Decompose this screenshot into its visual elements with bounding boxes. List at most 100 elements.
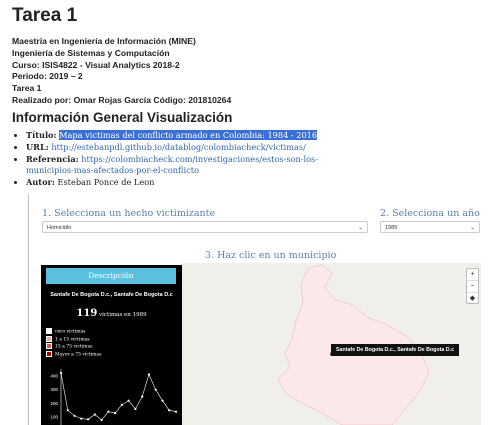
- municipality-cell[interactable]: [182, 263, 189, 270]
- zoom-out-button[interactable]: −: [467, 281, 478, 293]
- municipality-cell[interactable]: [182, 263, 189, 270]
- municipality-cell[interactable]: [182, 334, 189, 341]
- municipality-cell[interactable]: [182, 263, 189, 270]
- municipality-cell[interactable]: [182, 263, 189, 270]
- victimizing-event-select[interactable]: Homicidio ⌄: [42, 221, 368, 233]
- municipality-cell[interactable]: [182, 263, 189, 270]
- municipality-cell[interactable]: [182, 263, 189, 270]
- municipality-cell[interactable]: [182, 263, 189, 270]
- municipality-cell[interactable]: [182, 263, 189, 270]
- municipality-cell[interactable]: [182, 263, 189, 270]
- municipality-cell[interactable]: [182, 263, 189, 270]
- municipality-cell[interactable]: [182, 263, 189, 270]
- municipality-cell[interactable]: [182, 263, 189, 270]
- municipality-cell[interactable]: [182, 263, 189, 270]
- municipality-cell[interactable]: [182, 263, 189, 270]
- data-point[interactable]: [100, 418, 103, 422]
- municipality-cell[interactable]: [182, 263, 189, 270]
- municipality-cell[interactable]: [182, 263, 189, 270]
- municipality-cell[interactable]: [182, 263, 189, 270]
- municipality-cell[interactable]: [182, 263, 189, 270]
- municipality-cell[interactable]: [182, 264, 189, 271]
- municipality-cell[interactable]: [182, 263, 189, 270]
- municipality-cell[interactable]: [182, 263, 189, 270]
- municipality-cell[interactable]: [182, 263, 189, 270]
- municipality-cell[interactable]: [182, 263, 189, 270]
- municipality-cell[interactable]: [182, 263, 189, 270]
- municipality-cell[interactable]: [182, 404, 189, 411]
- municipality-cell[interactable]: [182, 334, 189, 341]
- municipality-cell[interactable]: [182, 263, 189, 270]
- municipality-cell[interactable]: [182, 263, 189, 270]
- data-point[interactable]: [114, 412, 117, 415]
- municipality-cell[interactable]: [182, 263, 189, 270]
- municipality-cell[interactable]: [182, 263, 189, 270]
- reference-link[interactable]: https://colombiacheck.com/investigacione…: [26, 154, 318, 175]
- data-point[interactable]: [141, 395, 144, 398]
- municipality-cell[interactable]: [182, 263, 189, 270]
- municipality-cell[interactable]: [182, 263, 189, 270]
- municipality-cell[interactable]: [182, 263, 189, 270]
- municipality-cell[interactable]: [182, 263, 189, 270]
- municipality-cell[interactable]: [182, 263, 189, 270]
- municipality-cell[interactable]: [182, 263, 189, 270]
- municipality-cell[interactable]: [182, 263, 189, 270]
- municipality-cell[interactable]: [182, 263, 189, 270]
- municipality-cell[interactable]: [182, 263, 189, 270]
- municipality-cell[interactable]: [182, 263, 189, 270]
- municipality-cell[interactable]: [182, 263, 189, 270]
- municipality-cell[interactable]: [182, 334, 189, 341]
- municipality-cell[interactable]: [182, 263, 189, 270]
- zoom-reset-button[interactable]: ◆: [469, 295, 476, 302]
- municipality-cell[interactable]: [182, 263, 189, 270]
- data-point[interactable]: [107, 410, 110, 413]
- municipality-cell[interactable]: [182, 263, 189, 270]
- municipality-cell[interactable]: [182, 263, 189, 270]
- municipality-cell[interactable]: [182, 263, 189, 270]
- municipality-cell[interactable]: [182, 263, 189, 270]
- municipality-cell[interactable]: [182, 263, 189, 270]
- municipality-cell[interactable]: [182, 403, 189, 410]
- municipality-cell[interactable]: [182, 263, 189, 270]
- municipality-cell[interactable]: [182, 263, 189, 270]
- municipality-cell[interactable]: [182, 263, 189, 270]
- municipality-cell[interactable]: [182, 263, 189, 270]
- data-point[interactable]: [93, 413, 96, 416]
- url-link[interactable]: http://estebanpdl.github.io/datablog/col…: [51, 141, 306, 152]
- municipality-cell[interactable]: [182, 263, 189, 270]
- data-point[interactable]: [147, 373, 150, 376]
- municipality-cell[interactable]: [182, 263, 189, 270]
- municipality-cell[interactable]: [182, 263, 189, 270]
- municipality-cell[interactable]: [182, 263, 189, 270]
- municipality-cell[interactable]: [182, 263, 189, 270]
- municipality-cell[interactable]: [182, 263, 189, 270]
- municipality-cell[interactable]: [182, 263, 189, 270]
- municipality-cell[interactable]: [182, 404, 189, 411]
- municipality-cell[interactable]: [182, 263, 189, 270]
- municipality-cell[interactable]: [182, 263, 189, 270]
- municipality-cell[interactable]: [182, 263, 189, 270]
- data-point[interactable]: [59, 372, 63, 375]
- municipality-cell[interactable]: [182, 263, 189, 270]
- municipality-cell[interactable]: [182, 263, 189, 270]
- municipality-cell[interactable]: [182, 263, 189, 270]
- municipality-cell[interactable]: [182, 263, 189, 270]
- municipality-cell[interactable]: [182, 263, 189, 270]
- year-select[interactable]: 1989 ⌄: [380, 221, 480, 233]
- municipality-cell[interactable]: [182, 333, 189, 340]
- municipality-cell[interactable]: [182, 263, 189, 270]
- municipality-cell[interactable]: [182, 263, 189, 270]
- municipality-cell[interactable]: [182, 263, 189, 270]
- municipality-cell[interactable]: [182, 263, 189, 270]
- description-button[interactable]: Descripción: [46, 268, 176, 284]
- municipality-cell[interactable]: [182, 404, 189, 411]
- municipality-cell[interactable]: [182, 263, 189, 270]
- municipality-cell[interactable]: [182, 263, 189, 270]
- municipality-cell[interactable]: [182, 263, 189, 270]
- municipality-cell[interactable]: [182, 263, 189, 270]
- municipality-cell[interactable]: [182, 263, 189, 270]
- municipality-cell[interactable]: [182, 263, 189, 270]
- municipality-cell[interactable]: [182, 263, 189, 270]
- municipality-cell[interactable]: [182, 263, 189, 270]
- municipality-cell[interactable]: [182, 263, 189, 270]
